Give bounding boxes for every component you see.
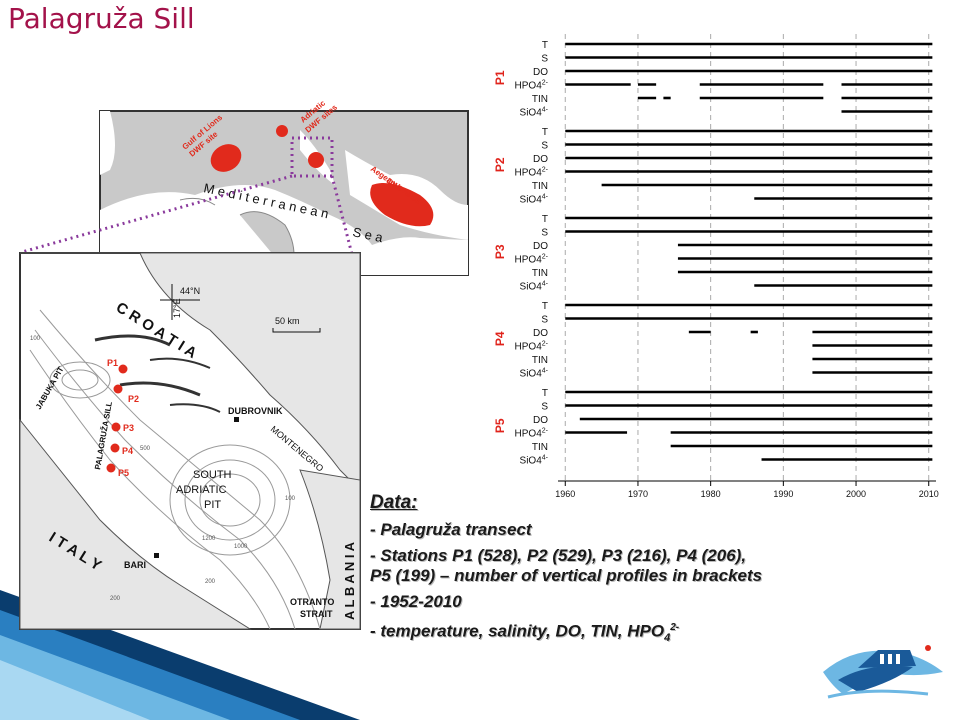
data-item-parameters-text: - temperature, salinity, DO, TIN, HPO bbox=[370, 621, 665, 641]
depth-label-7: 100 bbox=[285, 496, 296, 502]
depth-label-3: 1000 bbox=[234, 544, 248, 550]
param-label-p1-0: T bbox=[542, 40, 548, 51]
tick-label-1980: 1980 bbox=[701, 489, 721, 499]
param-label-p1-2: DO bbox=[533, 67, 548, 78]
param-label-p5-1: S bbox=[541, 402, 548, 413]
station-label-p3: P3 bbox=[123, 423, 134, 433]
chart-rows: TSDOHPO42-TINSiO44-P1TSDOHPO42-TINSiO44-… bbox=[493, 40, 933, 467]
data-item-transect: - Palagruža transect bbox=[370, 520, 532, 539]
station-row-label-p5: P5 bbox=[493, 418, 507, 433]
param-label-p2-0: T bbox=[542, 127, 548, 138]
data-coverage-chart: 1960 1970 1980 1990 2000 2010TSDOHPO42-TINSiO… bbox=[493, 34, 939, 499]
station-label-p5: P5 bbox=[118, 468, 129, 478]
param-label-p4-5: SiO44- bbox=[520, 368, 549, 380]
param-label-p4-4: TIN bbox=[532, 355, 548, 366]
tick-label-1960: 1960 bbox=[555, 489, 575, 499]
data-item-period: - 1952-2010 bbox=[370, 592, 462, 611]
tick-label-1970: 1970 bbox=[628, 489, 648, 499]
param-label-p5-0: T bbox=[542, 388, 548, 399]
station-row-label-p2: P2 bbox=[493, 157, 507, 172]
institute-logo bbox=[823, 645, 943, 699]
param-label-p3-0: T bbox=[542, 214, 548, 225]
param-label-p2-4: TIN bbox=[532, 181, 548, 192]
depth-label-1: 200 bbox=[110, 596, 121, 602]
country-label-albania: A L B A N I A bbox=[342, 541, 357, 620]
data-item-stations: - Stations P1 (528), P2 (529), P3 (216),… bbox=[370, 546, 763, 585]
place-label-otranto: OTRANTO bbox=[290, 597, 334, 607]
data-summary-box: Data: - Palagruža transect - Stations P1… bbox=[370, 492, 770, 648]
param-label-p3-3: HPO42- bbox=[515, 254, 549, 266]
param-label-p2-3: HPO42- bbox=[515, 167, 549, 179]
depth-label-4: 500 bbox=[140, 446, 151, 452]
data-item-parameters-sup: 2- bbox=[670, 622, 680, 633]
depth-label-2: 1200 bbox=[202, 536, 216, 542]
param-label-p4-3: HPO42- bbox=[515, 341, 549, 353]
basin-label-pit: PIT bbox=[204, 499, 221, 511]
tick-label-2010: 2010 bbox=[919, 489, 939, 499]
param-label-p2-1: S bbox=[541, 141, 548, 152]
param-label-p2-2: DO bbox=[533, 154, 548, 165]
detail-map: P1 P2 P3 P4 P5 C R O A T I A I T A L Y A… bbox=[19, 252, 361, 630]
param-label-p1-4: TIN bbox=[532, 94, 548, 105]
scale-label: 50 km bbox=[275, 316, 300, 326]
station-row-label-p3: P3 bbox=[493, 244, 507, 259]
param-label-p4-0: T bbox=[542, 301, 548, 312]
station-row-label-p4: P4 bbox=[493, 331, 507, 346]
place-label-dubrovnik: DUBROVNIK bbox=[228, 406, 283, 416]
sea-label-sea: S e a bbox=[351, 224, 385, 245]
param-label-p3-4: TIN bbox=[532, 268, 548, 279]
station-label-p4: P4 bbox=[122, 446, 133, 456]
param-label-p3-1: S bbox=[541, 228, 548, 239]
depth-label-6: 100 bbox=[30, 336, 41, 342]
data-heading: Data: bbox=[370, 492, 418, 513]
param-label-p3-5: SiO44- bbox=[520, 281, 549, 293]
coord-label-lat: 44°N bbox=[180, 286, 200, 296]
chart-gridlines: 1960 1970 1980 1990 2000 2010 bbox=[555, 34, 939, 499]
param-label-p3-2: DO bbox=[533, 241, 548, 252]
maps-panel: Gulf of Lions DWF site Adriatic DWF site… bbox=[19, 98, 469, 630]
param-label-p4-1: S bbox=[541, 315, 548, 326]
tick-label-1990: 1990 bbox=[773, 489, 793, 499]
place-label-strait: STRAIT bbox=[300, 609, 333, 619]
data-item-parameters-sub: 4 bbox=[664, 632, 671, 645]
station-row-label-p1: P1 bbox=[493, 70, 507, 85]
depth-label-5: 200 bbox=[205, 579, 216, 585]
param-label-p5-5: SiO44- bbox=[520, 455, 549, 467]
param-label-p1-3: HPO42- bbox=[515, 80, 549, 92]
param-label-p5-3: HPO42- bbox=[515, 428, 549, 440]
overview-map: Gulf of Lions DWF site Adriatic DWF site… bbox=[99, 98, 469, 276]
basin-label-adriatic: ADRIATIC bbox=[176, 484, 227, 496]
tick-label-2000: 2000 bbox=[846, 489, 866, 499]
station-label-p1: P1 bbox=[107, 358, 118, 368]
param-label-p5-4: TIN bbox=[532, 442, 548, 453]
coord-label-lon: 17°E bbox=[172, 298, 182, 318]
station-label-p2: P2 bbox=[128, 394, 139, 404]
param-label-p1-5: SiO44- bbox=[520, 107, 549, 119]
param-label-p1-1: S bbox=[541, 54, 548, 65]
data-item-parameters: - temperature, salinity, DO, TIN, HPO42- bbox=[370, 618, 770, 648]
param-label-p5-2: DO bbox=[533, 415, 548, 426]
param-label-p2-5: SiO44- bbox=[520, 194, 549, 206]
slide-title: Palagruža Sill bbox=[8, 2, 195, 35]
basin-label-south: SOUTH bbox=[193, 469, 232, 481]
place-label-bari: BARI bbox=[124, 560, 146, 570]
param-label-p4-2: DO bbox=[533, 328, 548, 339]
